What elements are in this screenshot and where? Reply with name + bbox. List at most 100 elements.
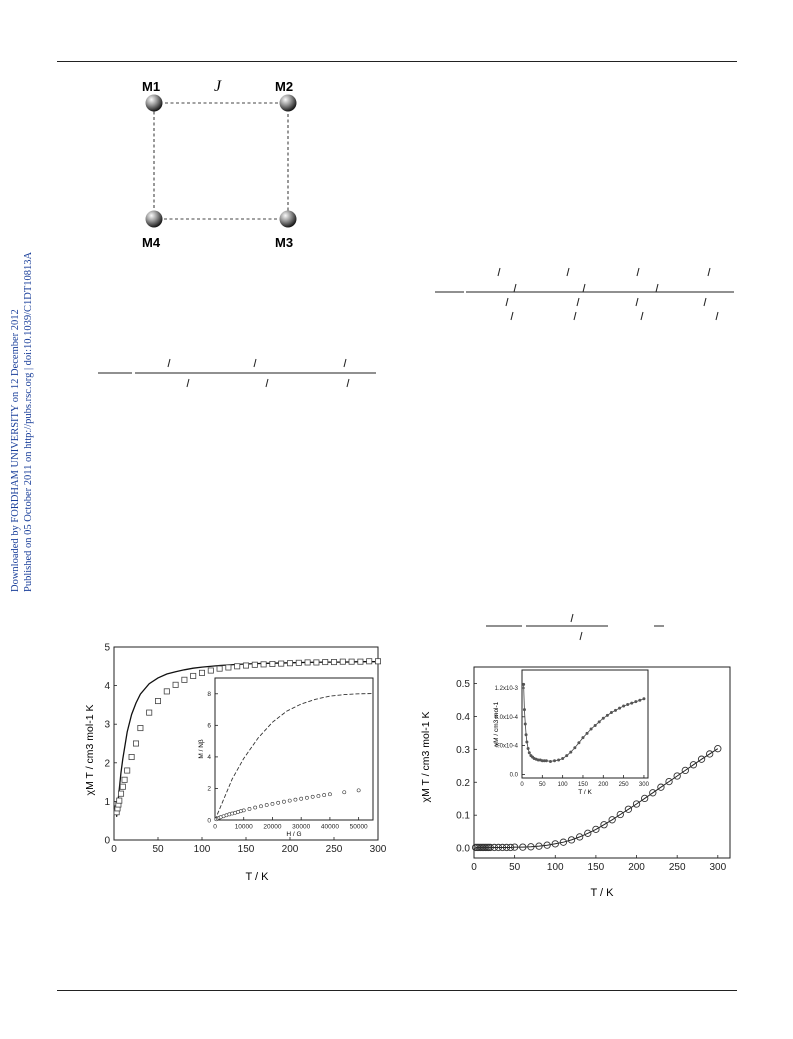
data-point-square [251,661,258,668]
inset-data-point-circle [247,807,252,811]
data-point-square [313,659,320,666]
inset-y-tick-label: 4.0x10-4 [495,744,519,750]
inset-data-point-circle [282,799,286,804]
x-tick-label: 50 [152,844,164,855]
inset-y-tick-label: 0 [207,817,211,824]
y-tick-label: 0.4 [456,712,470,723]
x-tick-label: 300 [709,862,726,873]
inset-dashed-curve [214,693,374,821]
data-point-circle [519,843,527,851]
equation-fragment-bottom [486,613,664,641]
data-point-square [348,658,355,665]
chart-magnetic-susceptibility-right: 0 50 100 150 200 250 300 0.0 0.1 0.2 0.3 0.4 0.5 0 50… [420,666,731,899]
doi-line: Published on 05 October 2011 on http://p… [22,251,34,592]
inset-data-point-circle [259,804,263,809]
inset-data-point [589,727,593,731]
inset-data-point [622,704,626,708]
y-tick-label: 5 [104,643,110,654]
data-point-circle [657,783,665,791]
inset-data-point-circle [287,798,292,803]
chart-magnetic-susceptibility-left: 0 50 100 150 200 250 300 0 1 2 3 4 5 0 10000 20000 3000… [84,643,387,884]
inset-data-point [522,682,526,686]
x-tick-label: 100 [194,844,211,855]
inset-data-point [524,733,528,737]
data-point-circle [706,750,714,758]
inset-x-tick-label: 250 [619,782,630,788]
data-point-circle [543,841,551,849]
inset-data-point [609,710,613,714]
inset-x-axis-label: H / G [286,831,301,838]
download-watermark: Downloaded by FORDHAM UNIVERSITY on 12 D… [10,252,35,592]
x-tick-label: 0 [471,862,477,873]
inset-data-point [618,706,622,710]
data-point-circle [673,772,681,780]
inset-x-tick-label: 0 [213,824,217,831]
inset-data-point [573,746,577,750]
y-tick-label: 2 [104,758,110,769]
y-axis-label: χM T / cm3 mol-1 K [420,712,432,803]
data-point-circle [527,843,535,851]
inset-x-tick-label: 10000 [235,824,253,831]
inset-x-tick-label: 40000 [321,824,339,831]
data-point-square [207,667,214,674]
inset-x-tick-label: 100 [558,782,569,788]
inset-y-tick-label: 2 [207,786,211,793]
inset-x-tick-label: 50000 [350,824,368,831]
inset-x-tick-label: 0 [520,782,524,788]
inset-data-point-circle [241,808,246,813]
inset-x-tick-label: 50 [539,782,546,788]
y-tick-label: 0 [104,836,110,847]
inset-data-point [525,740,529,744]
inset-y-tick-label: 0.0 [510,773,519,779]
y-tick-label: 0.3 [456,745,470,756]
data-point-circle [584,829,592,837]
y-tick-label: 0.2 [456,778,470,789]
inset-data-point [523,722,527,726]
x-tick-label: 150 [238,844,255,855]
x-tick-label: 300 [370,844,387,855]
data-point-square [124,767,131,774]
data-point-circle [681,766,689,775]
data-point-square [146,709,153,716]
y-tick-label: 0.1 [456,811,470,822]
data-point-circle [641,794,649,803]
data-point-square [322,659,329,666]
y-tick-label: 0.5 [456,679,470,690]
data-point-square [121,776,128,783]
inset-data-point [601,716,605,720]
inset-y-tick-label: 6 [207,723,211,730]
x-tick-label: 250 [326,844,343,855]
inset-y-tick-label: 4 [207,754,211,761]
x-tick-label: 100 [547,862,564,873]
data-point-square [116,797,123,804]
data-point-circle [490,843,498,852]
inset-data-point-circle [276,800,281,805]
inset-data-point [526,746,530,750]
inset-y-axis-label: M / Nβ [198,739,205,759]
data-point-circle [600,821,608,829]
data-point-square [304,659,311,666]
inset-y-tick-label: 8.0x10-4 [495,715,519,721]
inset-x-tick-label: 30000 [292,824,310,831]
data-point-circle [498,843,507,852]
inset-data-point [613,708,617,712]
tetranuclear-scheme: M1 M2 M3 M4 J [142,78,297,250]
x-tick-label: 250 [669,862,686,873]
data-point-square [286,660,293,667]
inset-data-point [565,754,569,758]
data-point-circle [616,810,624,819]
inset-data-point [581,736,585,740]
inset-y-tick-label: 8 [207,691,211,698]
inset-data-point [527,751,531,755]
data-point-square [295,659,302,666]
inset-data-point-circle [356,788,361,793]
data-point-square [118,790,125,797]
inset-x-tick-label: 200 [598,782,609,788]
data-point-square [119,783,126,790]
data-point-circle [576,833,584,841]
inset-data-point [638,698,642,702]
label-m4: M4 [142,235,161,250]
label-m3: M3 [275,235,293,250]
y-tick-label: 3 [104,720,110,731]
inset-data-point-circle [316,794,321,798]
